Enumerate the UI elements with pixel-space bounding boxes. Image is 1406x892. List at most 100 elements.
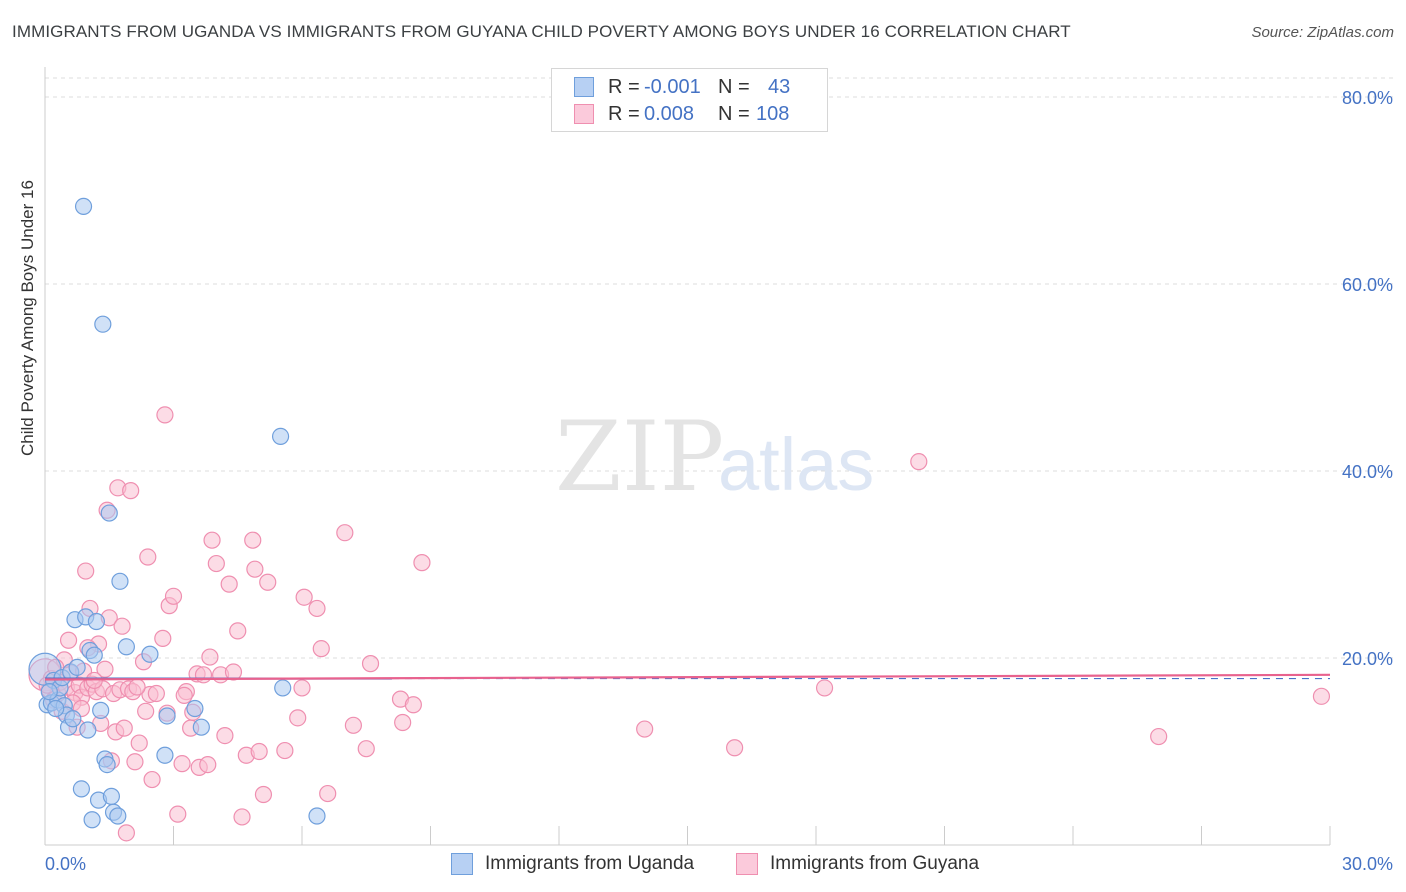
- guyana-point: [126, 753, 144, 771]
- correlation-legend: R = -0.001 N = 43 R = 0.008 N = 108: [551, 68, 828, 132]
- guyana-point: [254, 785, 273, 804]
- guyana-point: [139, 548, 157, 566]
- guyana-point: [250, 742, 268, 761]
- guyana-legend-swatch: [736, 853, 758, 875]
- uganda-point: [111, 572, 129, 590]
- guyana-point: [130, 734, 148, 752]
- guyana-point: [156, 406, 174, 424]
- uganda-point: [83, 811, 101, 829]
- watermark: ZIP atlas: [555, 401, 874, 513]
- legend-row-uganda: R = -0.001 N = 43: [574, 75, 790, 99]
- guyana-point: [229, 622, 247, 640]
- guyana-point: [336, 524, 354, 542]
- legend-item-guyana[interactable]: Immigrants from Guyana: [736, 853, 979, 875]
- guyana-point: [259, 573, 277, 591]
- x-tick-label: 0.0%: [45, 854, 86, 874]
- axes: [44, 67, 1331, 846]
- uganda-n-label: N =: [718, 75, 750, 98]
- guyana-point: [173, 755, 191, 773]
- uganda-point: [92, 701, 110, 719]
- guyana-point: [203, 531, 221, 549]
- guyana-point: [143, 770, 161, 789]
- uganda-point: [79, 721, 97, 739]
- uganda-swatch: [574, 77, 594, 97]
- x-tick-label: 30.0%: [1342, 854, 1393, 874]
- uganda-point: [186, 699, 204, 718]
- y-tick-label: 80.0%: [1342, 88, 1393, 108]
- uganda-legend-label: Immigrants from Uganda: [485, 853, 695, 874]
- y-tick-label: 60.0%: [1342, 275, 1393, 295]
- guyana-point: [308, 599, 326, 618]
- guyana-trend-line: [44, 673, 1331, 681]
- guyana-point: [361, 655, 380, 673]
- uganda-point: [158, 707, 176, 725]
- guyana-point: [220, 575, 238, 593]
- uganda-point: [102, 787, 120, 805]
- guyana-point: [413, 554, 431, 572]
- guyana-point: [289, 709, 307, 727]
- uganda-point: [117, 638, 135, 656]
- guyana-point: [224, 663, 243, 681]
- guyana-point: [233, 808, 251, 826]
- uganda-point: [98, 755, 116, 774]
- uganda-r-label: R =: [608, 75, 640, 98]
- guyana-point: [59, 631, 78, 649]
- watermark-atlas: atlas: [718, 423, 874, 506]
- uganda-points: [28, 197, 326, 829]
- watermark-zip: ZIP: [555, 401, 724, 513]
- uganda-point: [64, 710, 82, 728]
- uganda-point: [85, 646, 103, 664]
- guyana-legend-label: Immigrants from Guyana: [770, 853, 980, 874]
- guyana-point: [910, 453, 928, 471]
- guyana-point: [244, 531, 262, 549]
- uganda-legend-swatch: [451, 853, 473, 875]
- guyana-point: [115, 719, 133, 737]
- series-legend: Immigrants from Uganda Immigrants from G…: [0, 853, 1406, 877]
- guyana-r-label: R =: [608, 102, 640, 125]
- guyana-point: [726, 739, 744, 757]
- uganda-point: [47, 699, 65, 718]
- uganda-point: [308, 807, 326, 825]
- guyana-point: [394, 713, 412, 732]
- guyana-point: [117, 824, 135, 842]
- guyana-point: [357, 740, 375, 758]
- uganda-r-value: -0.001: [644, 75, 701, 98]
- guyana-point: [815, 679, 834, 697]
- guyana-point: [1312, 687, 1331, 705]
- guyana-point: [113, 617, 131, 635]
- guyana-point: [194, 666, 213, 684]
- legend-item-uganda[interactable]: Immigrants from Uganda: [451, 853, 694, 875]
- y-tick-label: 40.0%: [1342, 462, 1393, 482]
- guyana-point: [216, 727, 234, 745]
- guyana-point: [96, 660, 114, 678]
- chart-title: IMMIGRANTS FROM UGANDA VS IMMIGRANTS FRO…: [12, 22, 1071, 41]
- uganda-point: [156, 746, 174, 764]
- guyana-n-label: N =: [718, 102, 750, 125]
- guyana-point: [175, 686, 193, 705]
- guyana-point: [154, 629, 172, 647]
- uganda-point: [109, 807, 127, 825]
- y-axis-label: Child Poverty Among Boys Under 16: [18, 180, 37, 456]
- guyana-point: [404, 696, 422, 714]
- guyana-point: [312, 640, 330, 658]
- guyana-point: [77, 562, 95, 580]
- source-label: Source: ZipAtlas.com: [1251, 24, 1394, 41]
- uganda-point: [100, 504, 118, 522]
- uganda-point: [68, 658, 86, 676]
- uganda-point: [274, 679, 292, 697]
- guyana-point: [169, 805, 187, 823]
- guyana-point: [1150, 727, 1168, 746]
- y-tick-label: 20.0%: [1342, 649, 1393, 669]
- legend-row-guyana: R = 0.008 N = 108: [574, 102, 789, 126]
- uganda-point: [72, 780, 91, 798]
- guyana-point: [295, 588, 313, 606]
- guyana-point: [164, 587, 183, 605]
- guyana-point: [276, 741, 294, 760]
- uganda-point: [94, 315, 112, 333]
- guyana-point: [122, 482, 140, 500]
- guyana-point: [344, 716, 362, 734]
- uganda-point: [40, 683, 58, 701]
- uganda-point: [271, 427, 290, 446]
- uganda-point: [192, 718, 210, 736]
